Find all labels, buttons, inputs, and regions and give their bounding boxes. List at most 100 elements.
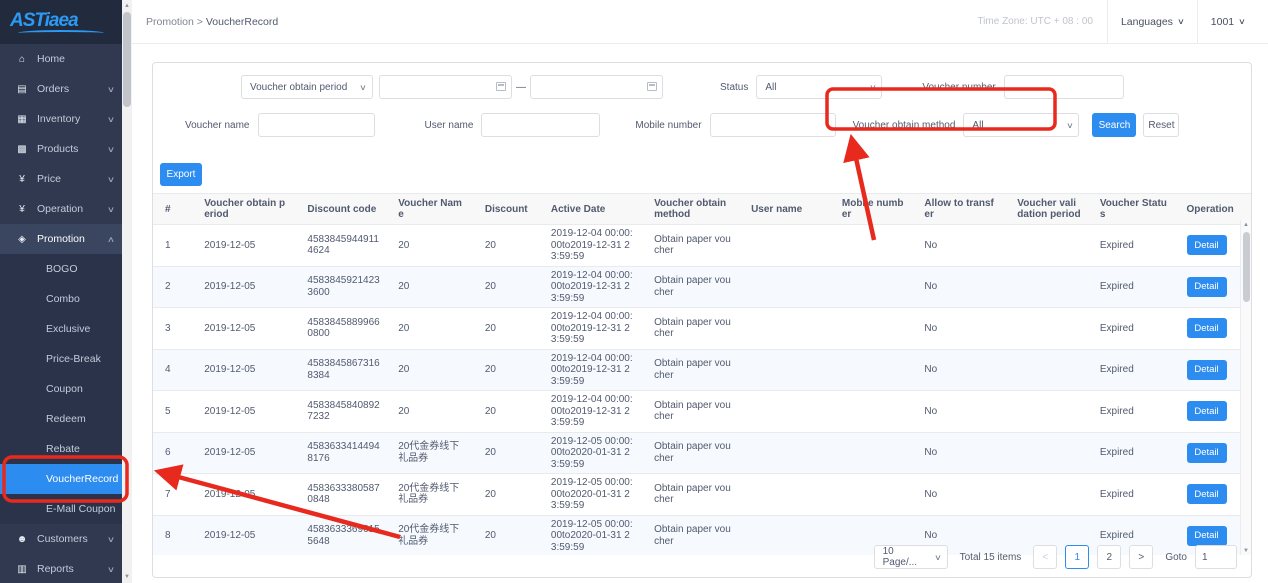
cell-voucher-validation-period [1005, 432, 1088, 474]
cell-discount: 20 [472, 390, 539, 433]
detail-button[interactable]: Detail [1186, 318, 1227, 339]
cell-user-name [739, 390, 830, 433]
sidebar-item-label: Promotion [37, 233, 85, 245]
column-header-voucher-validation-period: Voucher validation period [1005, 194, 1088, 225]
cell-user-name [739, 307, 830, 350]
sidebar-subitem-combo[interactable]: Combo [0, 284, 122, 314]
detail-button[interactable]: Detail [1186, 442, 1227, 463]
detail-button[interactable]: Detail [1186, 359, 1227, 380]
chevron-down-icon: ∨ [106, 534, 116, 544]
cell-allow-to-transfer: No [912, 349, 1006, 391]
mobile-number-input[interactable] [709, 113, 836, 137]
sidebar-item-price[interactable]: ¥ Price ∨ [0, 164, 122, 194]
sidebar-subitem-coupon[interactable]: Coupon [0, 374, 122, 404]
sidebar-subitem-redeem[interactable]: Redeem [0, 404, 122, 434]
sidebar-item-orders[interactable]: ▤ Orders ∨ [0, 74, 122, 104]
cell-index: 8 [153, 515, 193, 555]
next-page-button[interactable]: > [1129, 545, 1154, 569]
prev-page-button[interactable]: < [1033, 545, 1058, 569]
detail-button[interactable]: Detail [1186, 276, 1227, 297]
sidebar-item-operation[interactable]: ¥ Operation ∨ [0, 194, 122, 224]
goto-page-input[interactable] [1195, 545, 1237, 569]
sidebar-subitem-label: Price-Break [46, 353, 101, 365]
scroll-down-icon[interactable]: ▼ [124, 574, 130, 580]
sidebar-item-customers[interactable]: ☻ Customers ∨ [0, 524, 122, 554]
cell-voucher-validation-period [1005, 473, 1088, 516]
sidebar-item-reports[interactable]: ▥ Reports ∨ [0, 554, 122, 583]
search-button[interactable]: Search [1092, 113, 1137, 137]
sidebar-item-label: Customers [37, 533, 88, 545]
end-date-field[interactable] [530, 75, 663, 99]
sidebar-item-promotion[interactable]: ◈ Promotion ∧ [0, 224, 122, 254]
cell-discount: 20 [472, 473, 539, 516]
sidebar-scrollbar-thumb[interactable] [123, 12, 131, 107]
period-type-select[interactable]: Voucher obtain period ∨ [241, 75, 373, 99]
column-header-voucher-obtain-period: Voucher obtain period [192, 194, 296, 225]
sidebar-subitem-rebate[interactable]: Rebate [0, 434, 122, 464]
voucher-name-label: Voucher name [185, 119, 250, 131]
scroll-up-icon[interactable]: ▲ [124, 3, 130, 9]
voucher-number-input[interactable] [1003, 75, 1124, 99]
column-header-active-date: Active Date [538, 194, 643, 225]
status-select[interactable]: All ∨ [756, 75, 883, 99]
detail-button[interactable]: Detail [1186, 235, 1227, 256]
page-size-select[interactable]: 10 Page/... ∨ [873, 545, 948, 569]
page-button-1[interactable]: 1 [1065, 545, 1090, 569]
reset-button[interactable]: Reset [1143, 113, 1180, 137]
sidebar-submenu: BOGO Combo Exclusive Price-Break Coupon Redee… [0, 254, 122, 524]
calendar-icon [647, 82, 657, 91]
cell-voucher-validation-period [1005, 307, 1088, 350]
start-date-input[interactable] [379, 75, 512, 99]
voucher-obtain-method-select[interactable]: All ∨ [963, 113, 1080, 137]
sidebar-item-label: Inventory [37, 113, 81, 125]
detail-button[interactable]: Detail [1186, 484, 1227, 505]
breadcrumb-root[interactable]: Promotion [146, 15, 194, 28]
languages-dropdown[interactable]: Languages ∨ [1108, 0, 1197, 43]
sidebar-item-home[interactable]: ⌂ Home [0, 44, 122, 74]
cell-discount: 20 [472, 349, 539, 391]
start-date-field[interactable] [379, 75, 512, 99]
end-date-input[interactable] [530, 75, 663, 99]
sidebar-item-label: Price [37, 173, 61, 185]
table-row: 3 2019-12-05 45838458899660800 20 20 2019-12-… [153, 307, 1251, 350]
store-dropdown[interactable]: 1001 ∨ [1198, 0, 1258, 43]
column-header-discount-code: Discount code [295, 194, 387, 225]
chevron-down-icon: ∨ [1238, 17, 1246, 26]
sidebar-subitem-label: Rebate [46, 443, 80, 455]
sidebar-subitem-voucherrecord[interactable]: VoucherRecord [0, 464, 122, 494]
cell-voucher-status: Expired [1087, 224, 1175, 267]
export-button[interactable]: Export [160, 163, 202, 186]
detail-button[interactable]: Detail [1186, 525, 1227, 546]
table-scrollbar-thumb[interactable] [1242, 232, 1250, 302]
sidebar-subitem-price-break[interactable]: Price-Break [0, 344, 122, 374]
sidebar-item-inventory[interactable]: ▦ Inventory ∨ [0, 104, 122, 134]
table-body: 1 2019-12-05 45838459449114624 20 20 2019-12-… [153, 224, 1251, 555]
cell-discount-code: 45836334144948176 [295, 432, 387, 474]
sidebar-scrollbar[interactable]: ▲ ▼ [122, 0, 132, 583]
chevron-down-icon: ∨ [1177, 17, 1185, 26]
scroll-down-icon[interactable]: ▼ [1243, 548, 1249, 554]
user-name-input[interactable] [481, 113, 601, 137]
cell-voucher-status: Expired [1087, 473, 1175, 516]
reports-icon: ▥ [17, 563, 27, 575]
cell-mobile-number [829, 349, 913, 391]
cell-active-date: 2019-12-04 00:00:00to2019-12-31 23:59:59 [538, 224, 643, 267]
cell-voucher-obtain-period: 2019-12-05 [192, 349, 296, 391]
column-header-index: # [153, 194, 193, 225]
cell-voucher-obtain-method: Obtain paper voucher [642, 266, 740, 308]
table-scrollbar[interactable]: ▲ ▼ [1240, 220, 1251, 555]
table-row: 4 2019-12-05 45838458673168384 20 20 2019-12-… [153, 349, 1251, 391]
content-card: Voucher obtain period ∨ — Status All ∨ [152, 62, 1252, 578]
sidebar-item-products[interactable]: ▩ Products ∨ [0, 134, 122, 164]
app-logo[interactable]: ASTiaea [0, 0, 122, 44]
column-header-discount: Discount [472, 194, 539, 225]
sidebar-subitem-e-mall-coupon[interactable]: E-Mall Coupon [0, 494, 122, 524]
sidebar-subitem-bogo[interactable]: BOGO [0, 254, 122, 284]
detail-button[interactable]: Detail [1186, 401, 1227, 422]
sidebar-subitem-exclusive[interactable]: Exclusive [0, 314, 122, 344]
voucher-name-input[interactable] [257, 113, 375, 137]
scroll-up-icon[interactable]: ▲ [1243, 222, 1249, 228]
cell-voucher-name: 20 [386, 266, 473, 308]
cell-mobile-number [829, 390, 913, 433]
page-button-2[interactable]: 2 [1097, 545, 1122, 569]
